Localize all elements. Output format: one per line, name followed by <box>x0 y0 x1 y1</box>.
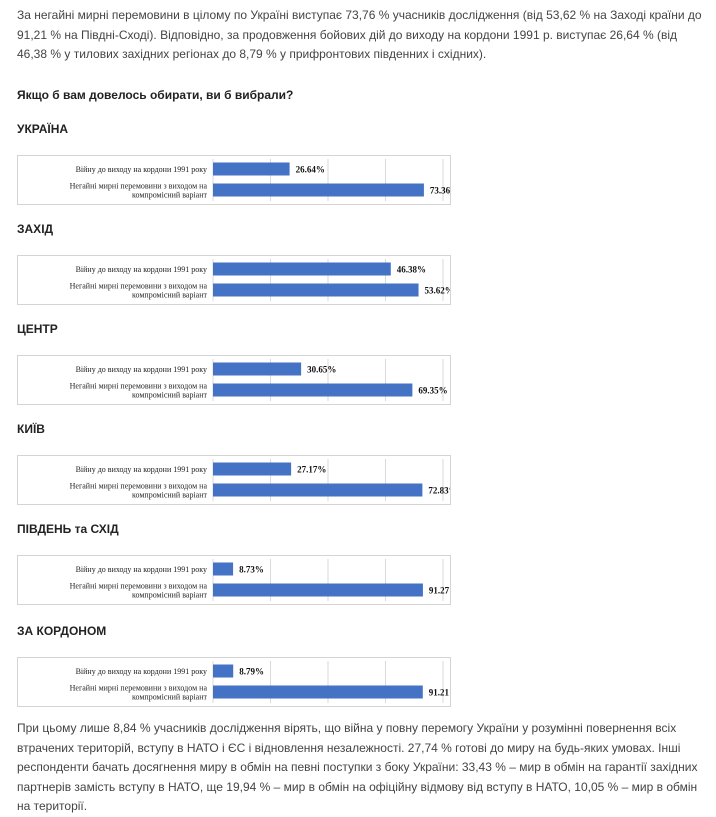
data-label: 46.38% <box>397 265 426 275</box>
category-label: Негайні мирні перемовини з виходом на ком… <box>70 482 208 500</box>
bar <box>213 462 292 476</box>
category-label: Війну до виходу на кордони 1991 року <box>76 465 207 474</box>
intro-paragraph: За негайні мирні перемовини в цілому по … <box>17 8 702 61</box>
bar <box>213 362 302 376</box>
bar <box>213 383 413 397</box>
category-label: Війну до виходу на кордони 1991 року <box>76 667 207 676</box>
category-label: Негайні мирні перемовини з виходом на ком… <box>70 582 208 600</box>
outro-paragraph: При цьому лише 8,84 % учасників дослідже… <box>17 721 698 813</box>
category-label: Війну до виходу на кордони 1991 року <box>76 365 207 374</box>
bar <box>213 664 234 678</box>
bar <box>213 283 419 297</box>
region-title-center: ЦЕНТР <box>17 322 58 336</box>
bar <box>213 162 290 176</box>
data-label: 8.79% <box>239 667 264 677</box>
chart-west: Війну до виходу на кордони 1991 року 46.3… <box>17 255 451 305</box>
region-title-kyiv: КИЇВ <box>17 422 45 436</box>
chart-kyiv: Війну до виходу на кордони 1991 року 27.1… <box>17 455 451 505</box>
bar <box>213 483 423 497</box>
data-label: 26.64% <box>296 165 325 175</box>
data-label: 72.83% <box>428 486 450 496</box>
bar <box>213 583 423 597</box>
bar <box>213 685 423 699</box>
data-label: 27.17% <box>297 465 326 475</box>
data-label: 91.21% <box>429 688 450 698</box>
chart-abroad: Війну до виходу на кордони 1991 року 8.79… <box>17 657 451 707</box>
category-label: Війну до виходу на кордони 1991 року <box>76 565 207 574</box>
region-title-west: ЗАХІД <box>17 222 54 236</box>
bar <box>213 262 391 276</box>
region-title-abroad: ЗА КОРДОНОМ <box>17 624 107 638</box>
category-label: Війну до виходу на кордони 1991 року <box>76 265 207 274</box>
chart-ukraine: Війну до виходу на кордони 1991 року 26.6… <box>17 155 451 205</box>
category-label: Негайні мирні перемовини з виходом на ком… <box>70 382 208 400</box>
category-label: Негайні мирні перемовини з виходом на ком… <box>70 282 208 300</box>
category-label: Негайні мирні перемовини з виходом на ком… <box>70 684 208 702</box>
data-label: 30.65% <box>307 365 336 375</box>
bar <box>213 183 424 197</box>
chart-south-east: Війну до виходу на кордони 1991 року 8.73… <box>17 555 451 605</box>
chart-center: Війну до виходу на кордони 1991 року 30.6… <box>17 355 451 405</box>
data-label: 53.62% <box>425 286 450 296</box>
bar <box>213 562 234 576</box>
region-title-ukraine: УКРАЇНА <box>17 122 69 136</box>
category-label: Негайні мирні перемовини з виходом на ком… <box>70 182 208 200</box>
category-label: Війну до виходу на кордони 1991 року <box>76 165 207 174</box>
question-heading: Якщо б вам довелось обирати, ви б вибрал… <box>17 88 294 102</box>
data-label: 8.73% <box>239 565 264 575</box>
region-title-south-east: ПІВДЕНЬ та СХІД <box>17 522 119 536</box>
data-label: 91.27% <box>429 586 450 596</box>
data-label: 69.35% <box>418 386 447 396</box>
data-label: 73.36% <box>430 186 450 196</box>
